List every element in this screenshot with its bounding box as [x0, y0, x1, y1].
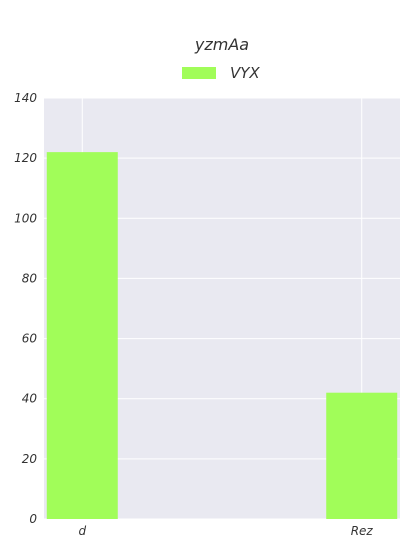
- bar-d: [46, 152, 118, 519]
- y-tick-label: 40: [22, 392, 38, 406]
- legend-swatch: [182, 67, 216, 79]
- y-tick-label: 120: [14, 151, 37, 165]
- y-tick-label: 60: [22, 332, 38, 346]
- chart-title: yzmAa: [194, 35, 249, 54]
- y-tick-labels: 0 20 40 60 80 100 120 140: [14, 91, 37, 526]
- x-tick-label: Rez: [351, 524, 374, 538]
- bar-rez: [326, 392, 398, 519]
- y-tick-label: 100: [14, 211, 37, 225]
- x-tick-label: d: [78, 524, 86, 538]
- bars-layer: [46, 152, 398, 519]
- y-tick-label: 0: [29, 512, 37, 526]
- y-tick-label: 80: [22, 271, 38, 285]
- y-tick-label: 20: [22, 452, 38, 466]
- legend-label: VYX: [230, 64, 260, 82]
- y-tick-label: 140: [14, 91, 37, 105]
- x-tick-labels: d Rez: [78, 524, 373, 538]
- legend: VYX: [182, 64, 260, 82]
